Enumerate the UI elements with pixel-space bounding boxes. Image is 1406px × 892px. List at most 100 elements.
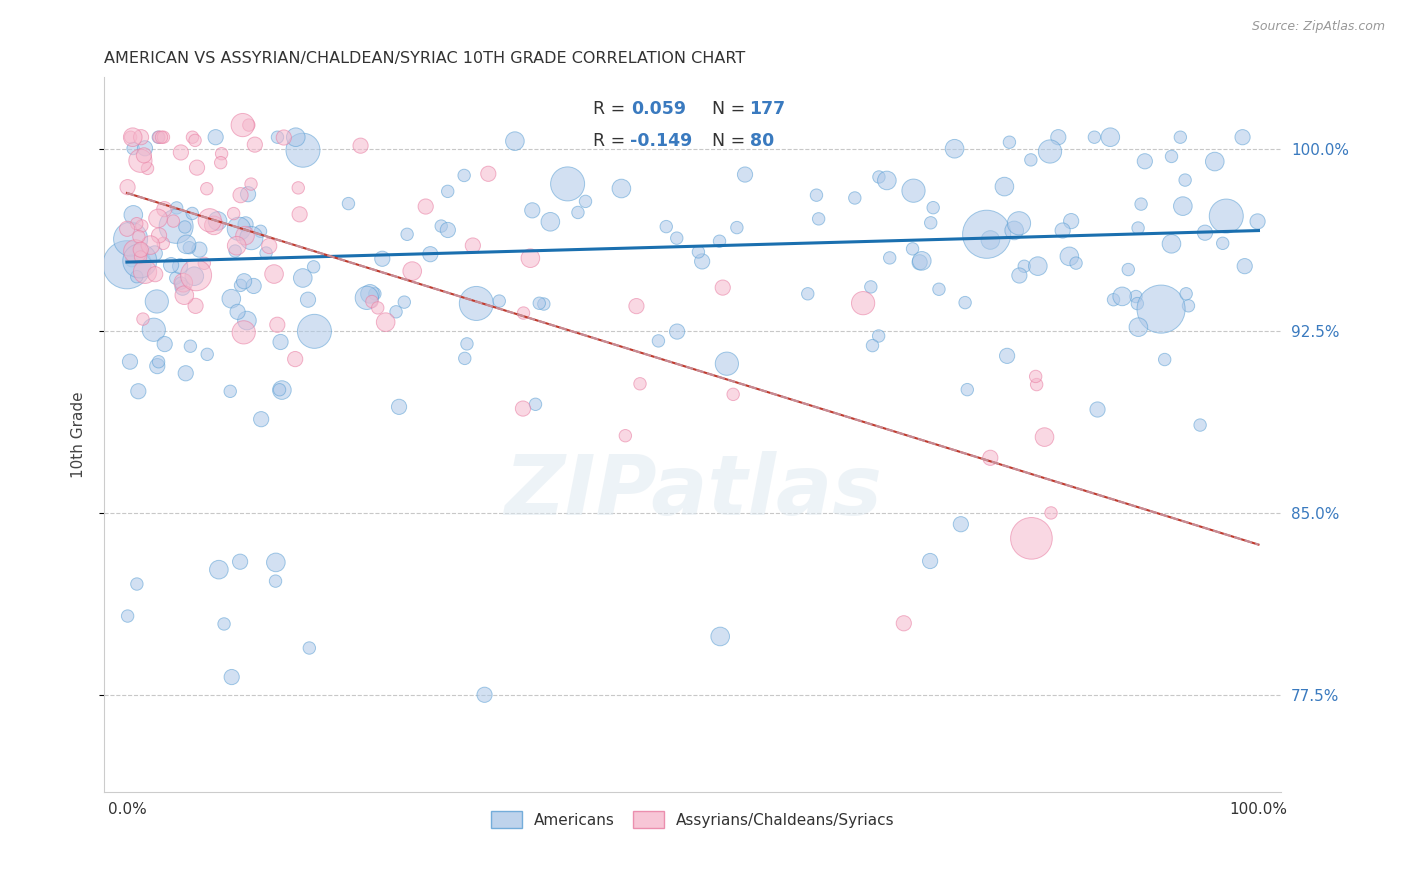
Point bbox=[184, 133, 207, 147]
Point bbox=[349, 138, 371, 153]
Point bbox=[1133, 154, 1156, 169]
Point bbox=[152, 236, 174, 251]
Point bbox=[538, 215, 561, 229]
Point bbox=[150, 130, 173, 145]
Point bbox=[146, 359, 169, 373]
Point bbox=[121, 130, 143, 145]
Point bbox=[388, 400, 411, 414]
Point bbox=[488, 294, 510, 309]
Point bbox=[240, 231, 263, 245]
Point bbox=[920, 216, 942, 230]
Point bbox=[146, 211, 169, 226]
Point bbox=[721, 387, 744, 401]
Point bbox=[1116, 262, 1139, 277]
Point bbox=[1189, 418, 1212, 433]
Text: ZIPatlas: ZIPatlas bbox=[503, 451, 882, 532]
Point bbox=[1174, 173, 1197, 187]
Point bbox=[209, 155, 232, 169]
Point bbox=[179, 241, 201, 255]
Point bbox=[1175, 286, 1198, 301]
Point bbox=[148, 130, 170, 145]
Point bbox=[454, 351, 477, 366]
Point bbox=[228, 222, 250, 236]
Point bbox=[174, 366, 197, 380]
Point bbox=[243, 137, 266, 152]
Point bbox=[125, 269, 148, 284]
Point bbox=[222, 206, 245, 220]
Point bbox=[115, 221, 138, 235]
Point bbox=[806, 188, 828, 202]
Point bbox=[655, 219, 678, 234]
Point bbox=[879, 251, 901, 265]
Point bbox=[122, 141, 145, 155]
Point bbox=[862, 338, 884, 352]
Point bbox=[160, 258, 183, 272]
Point bbox=[628, 376, 651, 391]
Point bbox=[193, 256, 215, 270]
Point bbox=[186, 161, 208, 175]
Point bbox=[117, 180, 139, 194]
Point bbox=[233, 228, 256, 243]
Point bbox=[270, 334, 292, 349]
Point bbox=[118, 354, 141, 368]
Point bbox=[1008, 268, 1031, 283]
Point bbox=[876, 173, 898, 187]
Point bbox=[1171, 199, 1194, 213]
Point bbox=[852, 296, 875, 310]
Point bbox=[1052, 223, 1074, 237]
Point bbox=[117, 609, 139, 624]
Point bbox=[221, 670, 243, 684]
Point bbox=[928, 282, 950, 296]
Point bbox=[195, 347, 218, 361]
Point bbox=[208, 563, 231, 577]
Point bbox=[901, 242, 924, 256]
Point bbox=[436, 185, 458, 199]
Point bbox=[224, 244, 246, 258]
Point bbox=[1160, 149, 1182, 163]
Point bbox=[250, 412, 273, 426]
Point bbox=[567, 205, 589, 219]
Point bbox=[120, 130, 142, 145]
Point bbox=[371, 252, 394, 266]
Point bbox=[304, 324, 326, 338]
Point bbox=[143, 246, 166, 260]
Point bbox=[176, 237, 198, 252]
Point bbox=[148, 228, 170, 243]
Point bbox=[1059, 249, 1081, 263]
Point bbox=[270, 383, 292, 397]
Point bbox=[128, 229, 150, 244]
Point bbox=[202, 219, 225, 233]
Point bbox=[844, 191, 866, 205]
Point bbox=[125, 217, 148, 231]
Point bbox=[153, 202, 176, 216]
Point bbox=[288, 207, 311, 221]
Point bbox=[165, 219, 187, 234]
Point bbox=[524, 397, 547, 411]
Point bbox=[254, 246, 277, 260]
Point bbox=[121, 253, 143, 268]
Point bbox=[291, 271, 314, 285]
Point bbox=[797, 286, 820, 301]
Point bbox=[474, 688, 496, 702]
Point bbox=[136, 161, 159, 176]
Point bbox=[1160, 236, 1182, 251]
Point bbox=[235, 218, 257, 232]
Point bbox=[170, 145, 193, 160]
Point bbox=[401, 264, 423, 278]
Point bbox=[1150, 302, 1173, 317]
Point bbox=[236, 313, 259, 327]
Point bbox=[385, 305, 408, 319]
Point bbox=[610, 181, 633, 195]
Point bbox=[232, 326, 254, 340]
Point bbox=[115, 258, 138, 272]
Point bbox=[503, 134, 526, 148]
Point bbox=[690, 254, 713, 268]
Point bbox=[173, 288, 195, 302]
Point bbox=[979, 233, 1001, 247]
Legend: Americans, Assyrians/Chaldeans/Syriacs: Americans, Assyrians/Chaldeans/Syriacs bbox=[485, 805, 900, 834]
Point bbox=[688, 244, 710, 259]
Point bbox=[148, 355, 170, 369]
Point bbox=[181, 130, 204, 145]
Point bbox=[1125, 289, 1147, 303]
Point bbox=[162, 214, 184, 228]
